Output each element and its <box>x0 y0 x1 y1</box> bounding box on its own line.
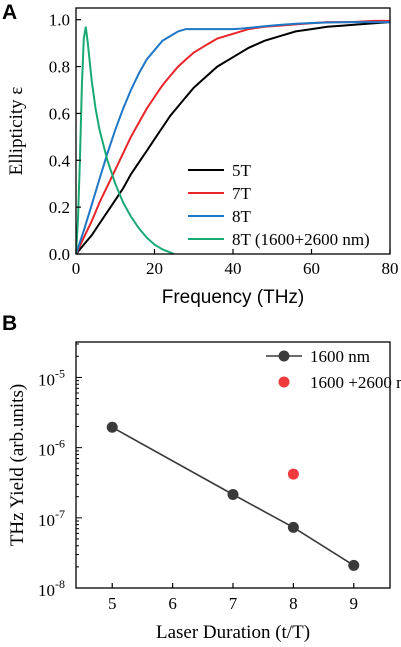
series-line-b-0 <box>111 426 355 567</box>
legend-label-a: 7T <box>232 184 252 203</box>
y-tick-label-b: 10-8 <box>38 577 65 600</box>
y-tick-base-b: 10 <box>38 370 55 389</box>
legend-label-a: 8T <box>232 207 252 226</box>
y-tick-exponent-b: -7 <box>55 507 65 521</box>
y-tick-label-a: 0.4 <box>49 151 71 170</box>
y-tick-label-b: 10-6 <box>38 437 65 460</box>
panel-label-b: B <box>2 312 17 335</box>
series-line-a-0 <box>76 21 390 254</box>
y-axis-title-a: Ellipticity ε <box>6 87 27 176</box>
y-tick-label-a: 0.0 <box>49 245 70 264</box>
x-tick-label-a: 0 <box>72 259 81 278</box>
x-tick-label-b: 5 <box>108 594 117 613</box>
y-tick-label-a: 0.2 <box>49 198 70 217</box>
y-tick-exponent-b: -8 <box>55 577 65 591</box>
x-tick-label-b: 9 <box>350 594 359 613</box>
legend-label-a: 5T <box>232 161 252 180</box>
y-tick-base-b: 10 <box>38 581 55 600</box>
legend-swatch-marker-b-1 <box>278 376 290 388</box>
y-tick-label-a: 0.6 <box>49 104 70 123</box>
legend-label-b: 1600 nm <box>310 347 370 366</box>
x-tick-label-a: 20 <box>146 259 163 278</box>
y-tick-base-b: 10 <box>38 511 55 530</box>
data-point-b-0 <box>348 559 360 571</box>
data-point-b-1 <box>287 468 299 480</box>
legend-swatch-marker-b-0 <box>278 350 290 362</box>
data-point-b-0 <box>287 521 299 533</box>
y-tick-label-a: 1.0 <box>49 11 70 30</box>
y-tick-exponent-b: -6 <box>55 437 65 451</box>
x-tick-label-a: 60 <box>303 259 320 278</box>
legend-label-b: 1600 +2600 nm <box>310 373 401 392</box>
y-axis-title-b: THz Yield (arb.units) <box>7 384 28 546</box>
x-tick-label-b: 8 <box>289 594 298 613</box>
y-tick-label-a: 0.8 <box>49 58 70 77</box>
series-line-a-2 <box>76 21 390 254</box>
panel-label-a: A <box>2 1 17 24</box>
x-tick-label-a: 40 <box>225 259 242 278</box>
chart-a: 0 20 40 60 80 0.0 0.2 0.4 0.6 0.8 1.0 Frequency (TH… <box>6 7 399 308</box>
y-tick-base-b: 10 <box>38 441 55 460</box>
data-point-b-0 <box>227 488 239 500</box>
y-tick-label-b: 10-7 <box>38 507 65 530</box>
x-axis-title-a: Frequency (THz) <box>162 287 305 308</box>
x-tick-label-b: 6 <box>168 594 177 613</box>
data-point-b-0 <box>106 421 118 433</box>
x-tick-label-a: 80 <box>382 259 399 278</box>
legend-label-a: 8T (1600+2600 nm) <box>232 230 370 249</box>
x-tick-label-b: 7 <box>229 594 238 613</box>
y-tick-exponent-b: -5 <box>55 366 65 380</box>
y-tick-label-b: 10-5 <box>38 366 65 389</box>
x-axis-title-b: Laser Duration (t/T) <box>156 622 310 643</box>
series-line-a-3 <box>76 26 175 254</box>
